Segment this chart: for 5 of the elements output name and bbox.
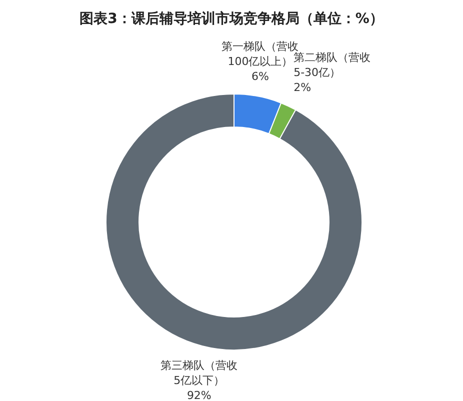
data-label: 6%	[251, 70, 269, 84]
chart-title: 图表3：课后辅导培训市场竞争格局（单位：%）	[78, 10, 384, 28]
slice-label: 第三梯队（营收5亿以下）	[160, 358, 239, 388]
data-label: 2%	[294, 80, 312, 96]
data-label: 92%	[186, 388, 212, 401]
